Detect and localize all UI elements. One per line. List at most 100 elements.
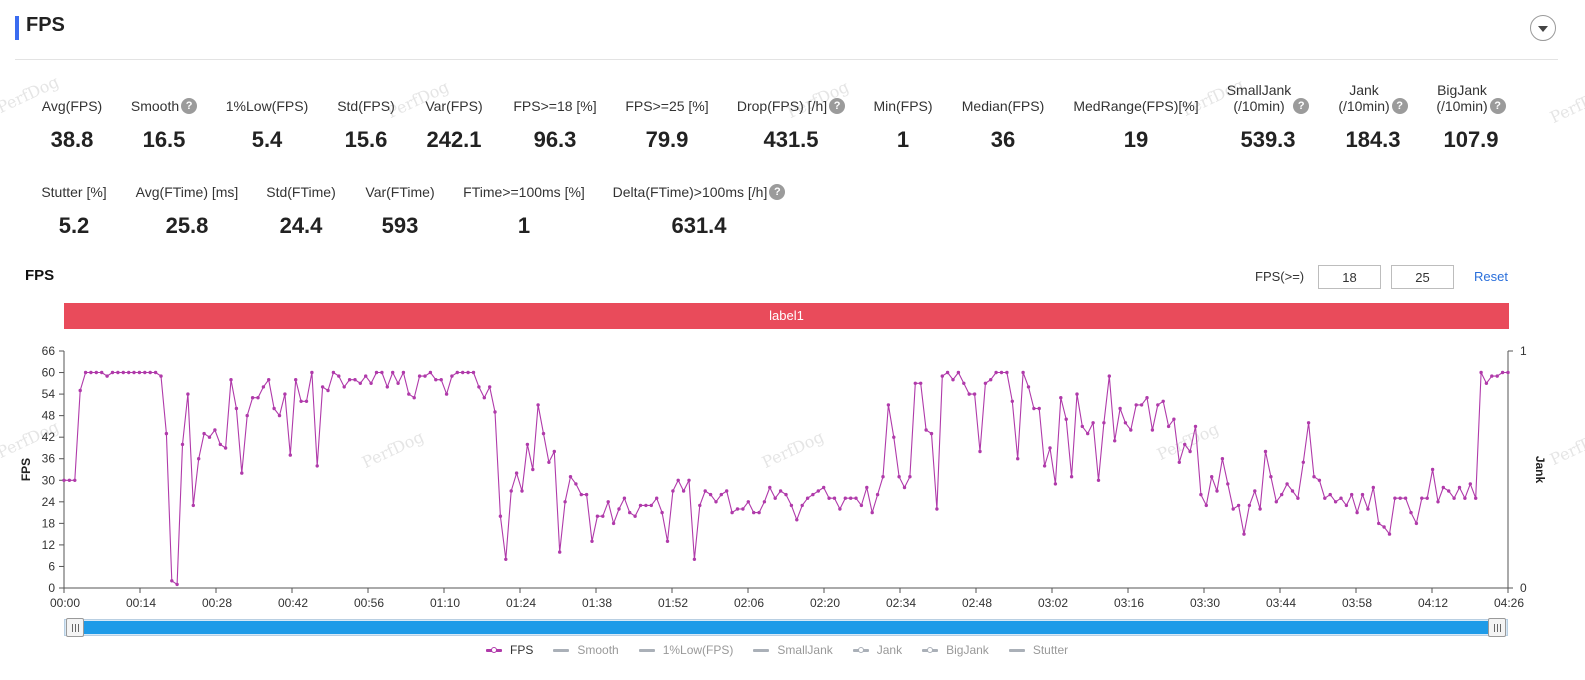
legend-item-fps[interactable]: FPS (486, 643, 533, 657)
fps-point (1398, 496, 1402, 500)
fps-point (1199, 492, 1203, 497)
fps-threshold-input-1[interactable] (1318, 265, 1381, 289)
legend-item-1-low-fps[interactable]: 1%Low(FPS) (638, 643, 733, 657)
legend-marker-icon (922, 647, 939, 653)
legend-label: Smooth (577, 643, 619, 657)
x-tick-label: 01:52 (658, 596, 688, 610)
metric-avg-ftime-ms: Avg(FTime) [ms] 25.8 (107, 168, 267, 238)
y-tick-label: 60 (42, 366, 56, 380)
fps-threshold-label: FPS(>=) (1255, 269, 1305, 284)
fps-point (396, 381, 400, 385)
metric-ftime-100ms: FTime>=100ms [%] 1 (444, 168, 604, 238)
legend-item-smooth[interactable]: Smooth (553, 643, 619, 657)
legend-label: Jank (876, 643, 903, 657)
fps-point (870, 510, 874, 515)
fps-point (1468, 482, 1473, 486)
fps-point (746, 500, 750, 504)
legend-marker-icon (638, 648, 655, 652)
fps-point (1183, 442, 1187, 447)
fps-point (951, 378, 955, 382)
metric-label: FPS>=25 [%] (625, 98, 709, 114)
x-tick-label: 00:14 (126, 596, 156, 610)
fps-point (1306, 421, 1311, 425)
label-band[interactable]: label1 (64, 303, 1509, 329)
fps-point (741, 507, 745, 511)
fps-point (1069, 475, 1074, 479)
metric-fps-18: FPS>=18 [%] 96.3 (475, 82, 635, 152)
fps-point (800, 503, 804, 508)
help-icon[interactable]: ? (1391, 98, 1408, 114)
fps-point (1231, 507, 1235, 511)
fps-point (434, 378, 438, 382)
legend-item-jank[interactable]: Jank (852, 643, 903, 657)
y-tick-label: 0 (48, 581, 55, 595)
legend-item-smalljank[interactable]: SmallJank (753, 643, 833, 657)
fps-point (983, 381, 988, 385)
fps-threshold-input-2[interactable] (1391, 265, 1454, 289)
fps-point (1333, 500, 1338, 504)
fps-point (1366, 507, 1370, 511)
fps-point (1010, 399, 1014, 403)
fps-point (207, 435, 212, 439)
zoom-slider-range[interactable] (74, 621, 1488, 634)
fps-point (999, 370, 1004, 375)
fps-point (676, 478, 680, 482)
fps-point (1005, 370, 1009, 375)
fps-point (428, 370, 433, 375)
fps-point (1403, 496, 1408, 500)
help-icon[interactable]: ? (1293, 98, 1310, 114)
metric-label: Smooth (130, 98, 180, 114)
metric-value: 593 (381, 213, 419, 238)
metric-label: Avg(FTime) [ms] (135, 184, 239, 200)
fps-point (153, 370, 158, 375)
help-icon[interactable]: ? (181, 98, 198, 114)
metric-value: 631.4 (671, 213, 727, 238)
fps-point (762, 500, 767, 504)
fps-point (795, 518, 799, 522)
metric-label: Std(FTime) (266, 184, 336, 200)
fps-point (881, 475, 885, 479)
metric-smalljank-10min: SmallJank (/10min)? 539.3 (1188, 82, 1348, 152)
fps-point (175, 582, 179, 587)
chart-title: FPS (25, 267, 55, 284)
reset-link[interactable]: Reset (1474, 269, 1508, 284)
fps-point (1021, 370, 1025, 375)
x-tick-label: 00:28 (202, 596, 232, 610)
fps-point (444, 392, 449, 396)
metric-1-low-fps: 1%Low(FPS) 5.4 (187, 82, 347, 152)
legend-marker-icon (1008, 648, 1025, 652)
zoom-slider-handle-left[interactable] (66, 618, 84, 637)
fps-point (1436, 500, 1440, 504)
fps-point (757, 510, 761, 515)
metric-value: 96.3 (533, 127, 577, 152)
watermark: PerfDog (1547, 81, 1585, 128)
zoom-slider-handle-right[interactable] (1488, 618, 1506, 637)
help-icon[interactable]: ? (829, 98, 846, 114)
y-tick-label: 48 (42, 409, 56, 423)
fps-point (989, 378, 993, 382)
fps-point (1247, 503, 1252, 508)
legend-item-bigjank[interactable]: BigJank (922, 643, 989, 657)
fps-point (202, 431, 206, 436)
legend-item-stutter[interactable]: Stutter (1008, 643, 1068, 657)
fps-point (1134, 403, 1138, 407)
fps-point (1042, 464, 1047, 468)
fps-point (267, 378, 271, 382)
metric-jank-10min: Jank (/10min)? 184.3 (1293, 82, 1453, 152)
help-icon[interactable]: ? (1489, 98, 1506, 114)
fps-point (1296, 496, 1300, 500)
fps-point (223, 446, 228, 450)
fps-point (353, 378, 357, 382)
collapse-button[interactable] (1530, 15, 1556, 41)
fps-point (811, 492, 815, 497)
fps-point (261, 385, 266, 389)
help-icon[interactable]: ? (769, 184, 786, 200)
fps-point (714, 500, 718, 504)
fps-point (1290, 489, 1295, 493)
fps-point (649, 503, 653, 508)
fps-point (568, 475, 573, 479)
fps-point (294, 378, 298, 382)
chevron-down-icon (1538, 26, 1548, 32)
metric-avg-fps: Avg(FPS) 38.8 (0, 82, 152, 152)
fps-point (525, 442, 530, 447)
